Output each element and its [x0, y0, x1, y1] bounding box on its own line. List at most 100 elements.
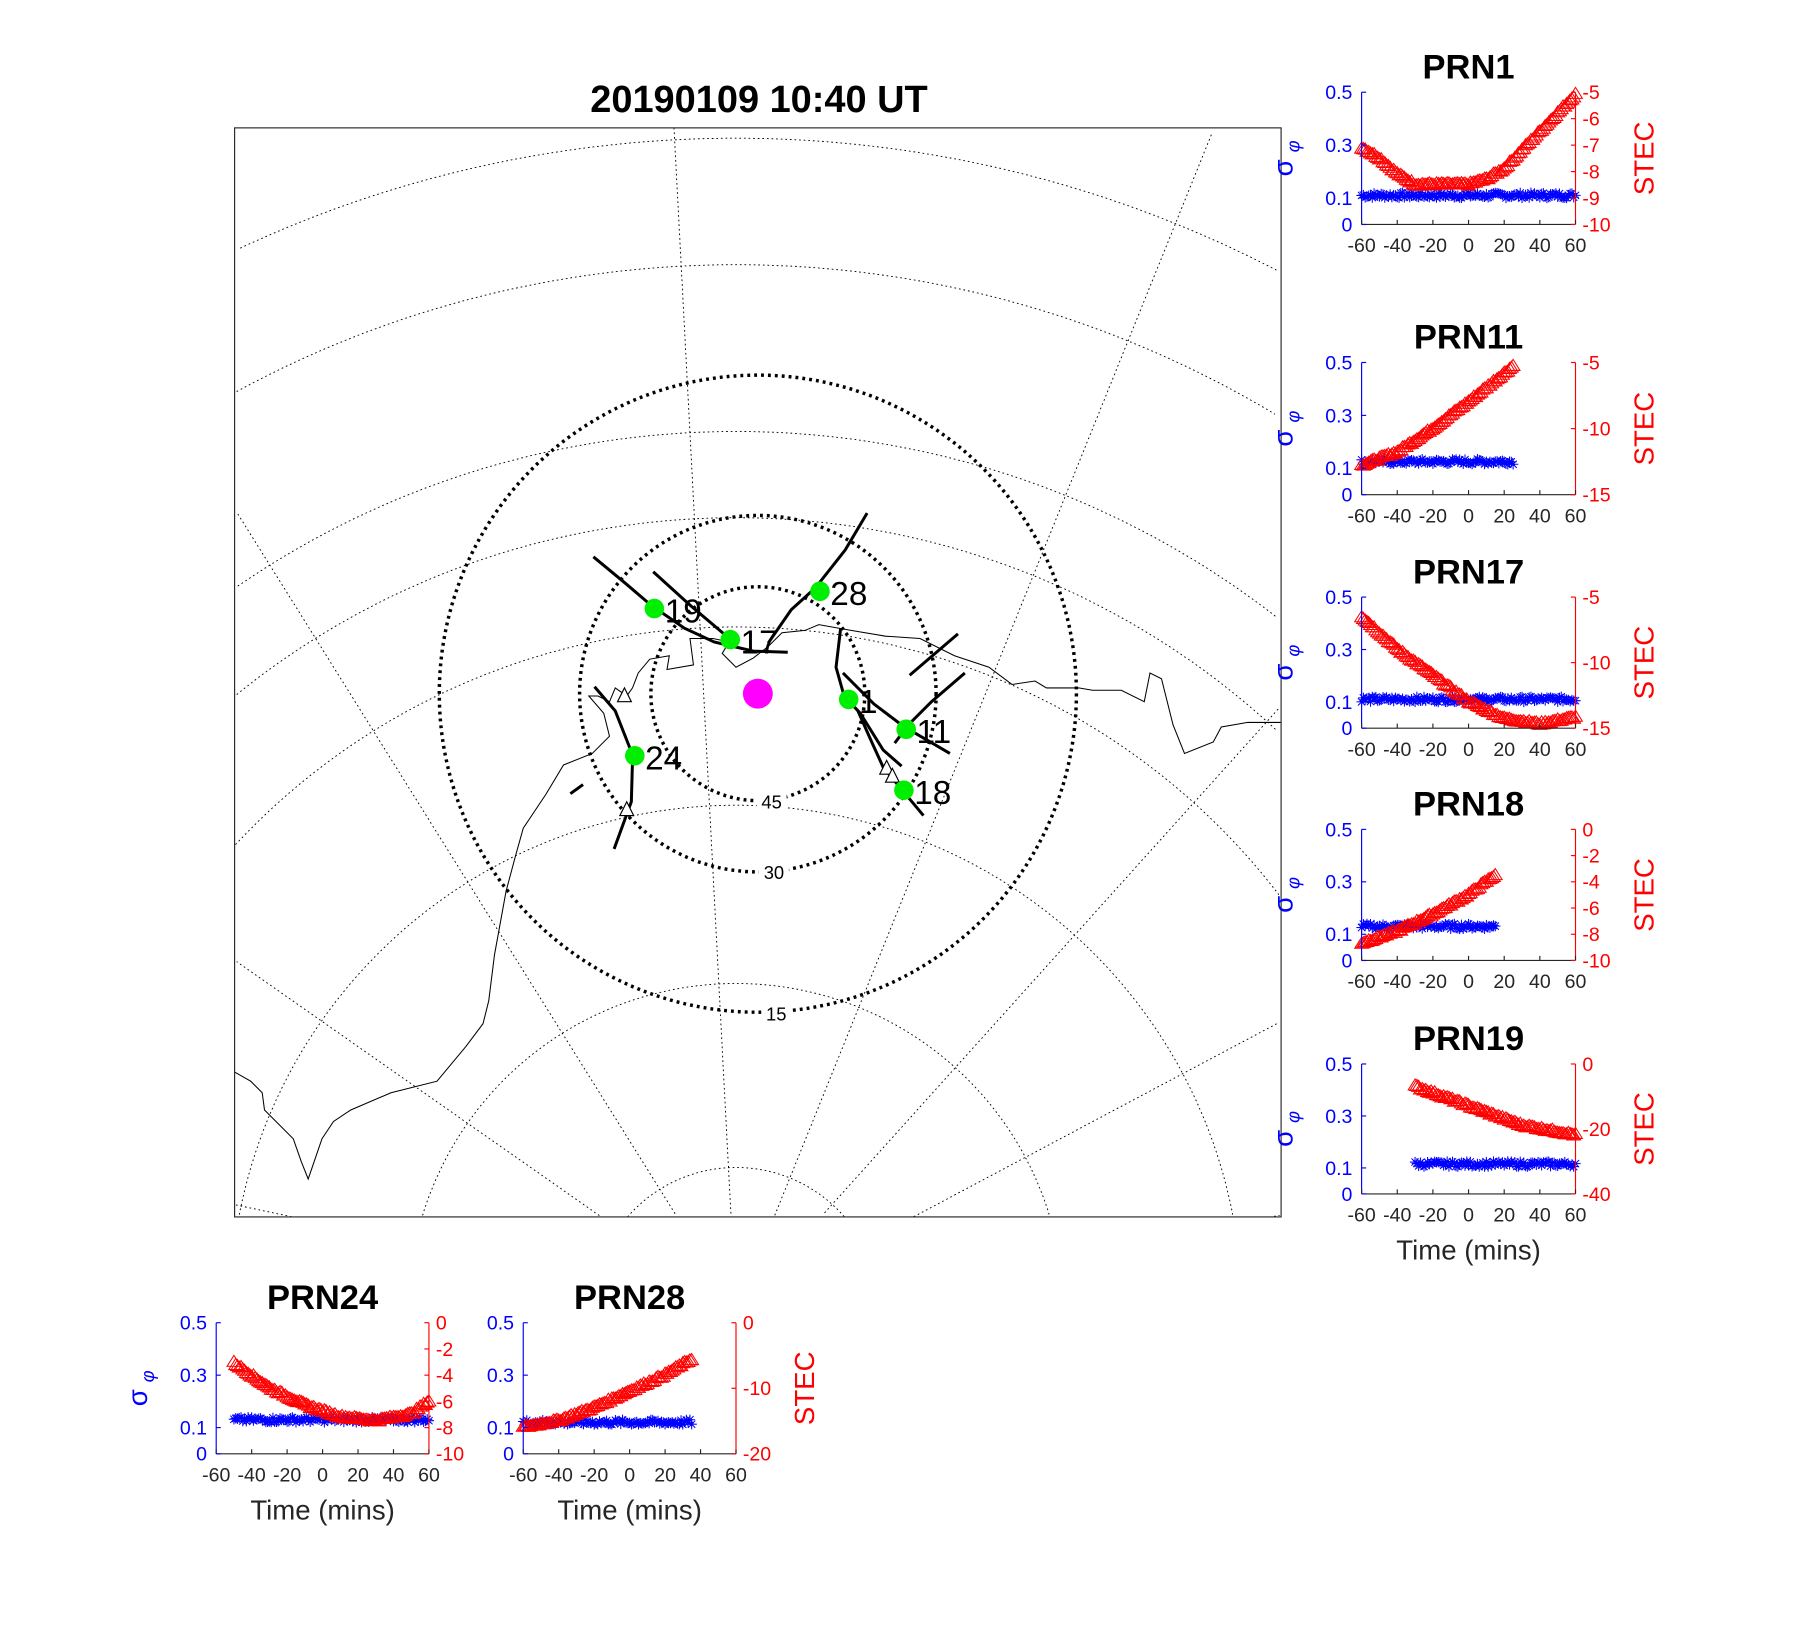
stec-point	[1423, 665, 1439, 679]
latitude-line	[240, 137, 1278, 272]
panel-prn24: PRN24 -60 -40 -20 0 20 40 60 0 0.1 0.3 0.5 0 -2 -4 -6 -8…	[122, 1279, 464, 1525]
stec-point	[1451, 400, 1468, 413]
stec-point	[1469, 698, 1486, 711]
sigma-symbol: σ	[122, 1389, 153, 1406]
left-tick-label: 0	[503, 1444, 514, 1466]
stec-series	[1353, 609, 1584, 730]
sigma-point	[1520, 189, 1531, 201]
stec-point	[1458, 177, 1475, 190]
sigma-point	[1481, 1156, 1492, 1168]
stec-point	[1433, 414, 1450, 428]
right-tick-label: -15	[1582, 485, 1610, 507]
x-tick-label: -20	[1419, 505, 1447, 527]
sigma-point	[521, 1415, 532, 1426]
stec-point	[1510, 1117, 1527, 1131]
panel-title: PRN24	[267, 1279, 378, 1317]
sigma-point	[1365, 918, 1376, 930]
stec-point	[1391, 922, 1407, 935]
sigma-point	[1482, 1161, 1494, 1172]
x-tick-label: -20	[273, 1464, 301, 1486]
sigma-point	[1372, 190, 1383, 202]
satellite-label: 19	[665, 593, 702, 630]
sigma-point	[251, 1414, 263, 1425]
sigma-point	[1486, 695, 1497, 706]
sigma-point	[1493, 188, 1505, 199]
left-tick-label: 0.5	[487, 1313, 514, 1335]
sigma-point	[1388, 458, 1399, 469]
sigma-point	[1518, 1157, 1529, 1168]
sigma-point	[1568, 1161, 1579, 1172]
satellite-marker[interactable]	[625, 746, 645, 766]
right-tick-label: -4	[436, 1365, 454, 1387]
elevation-label: 45	[761, 792, 781, 813]
stec-point	[286, 1393, 303, 1406]
right-tick-label: -6	[1582, 109, 1599, 131]
sigma-point	[1406, 190, 1417, 201]
satellite-marker[interactable]	[644, 598, 665, 619]
elevation-label: 15	[766, 1003, 786, 1024]
left-tick-label: 0.1	[1325, 458, 1352, 480]
sigma-point	[619, 1416, 630, 1427]
sigma-point	[546, 1418, 557, 1429]
stec-series	[1353, 867, 1504, 949]
stec-point	[249, 1372, 265, 1385]
sigma-point	[1561, 1159, 1572, 1170]
sigma-point	[578, 1418, 589, 1430]
sigma-phi-axis-label: σφ	[1268, 877, 1304, 913]
longitude-line	[774, 132, 1213, 1216]
satellite-marker[interactable]	[896, 719, 916, 740]
right-tick-label: 0	[1582, 1054, 1593, 1076]
sigma-point	[1497, 1157, 1508, 1168]
longitude-line	[1273, 1214, 1280, 1217]
satellite-marker[interactable]	[894, 780, 914, 801]
sigma-symbol: σ	[1268, 430, 1299, 447]
stec-point	[1482, 871, 1498, 884]
sigma-point	[1470, 457, 1481, 468]
x-tick-label: 20	[1493, 505, 1515, 527]
stec-point	[1510, 145, 1527, 159]
left-tick-label: 0	[196, 1444, 207, 1466]
latitude-line	[237, 431, 1278, 619]
x-tick-label: 20	[1493, 235, 1515, 257]
stec-point	[1375, 154, 1391, 168]
stec-point	[1464, 883, 1480, 896]
x-tick-label: 40	[1529, 235, 1551, 257]
right-tick-label: -7	[1582, 135, 1599, 157]
sigma-point	[1465, 457, 1476, 469]
sigma-point	[1445, 923, 1456, 935]
stec-point	[1466, 389, 1482, 402]
satellite-marker[interactable]	[838, 689, 859, 710]
sigma-phi-axis-label: σφ	[122, 1370, 158, 1406]
sigma-point	[1502, 459, 1513, 470]
sigma-point	[1413, 458, 1424, 469]
stec-point	[247, 1370, 264, 1383]
satellite-marker[interactable]	[720, 629, 741, 650]
sigma-point	[228, 1414, 240, 1425]
sigma-point	[665, 1417, 676, 1429]
left-tick-label: 0	[1342, 485, 1353, 507]
sigma-point	[1493, 692, 1505, 704]
stec-point	[1485, 869, 1502, 882]
x-tick-label: 60	[1565, 739, 1587, 761]
longitude-line	[235, 1204, 292, 1218]
sigma-point	[613, 1415, 625, 1427]
sigma-point	[273, 1416, 284, 1427]
stec-point	[1496, 710, 1513, 723]
stec-point	[258, 1377, 274, 1391]
sigma-point	[1479, 923, 1490, 934]
latitude-line	[422, 983, 1050, 1216]
stec-point	[1382, 634, 1398, 648]
stec-point	[1469, 1100, 1486, 1114]
stec-series	[1353, 86, 1584, 191]
track-start-triangle	[884, 767, 901, 783]
sigma-point	[1506, 191, 1517, 203]
x-tick-label: 20	[1493, 1205, 1515, 1227]
x-tick-label: 40	[1529, 971, 1551, 993]
x-tick-label: -60	[1347, 1205, 1375, 1227]
sigma-point	[1441, 1156, 1453, 1167]
sigma-point	[1379, 693, 1390, 704]
satellite-label: 24	[645, 741, 682, 778]
satellite-marker[interactable]	[810, 581, 830, 602]
stec-point	[1483, 870, 1500, 884]
